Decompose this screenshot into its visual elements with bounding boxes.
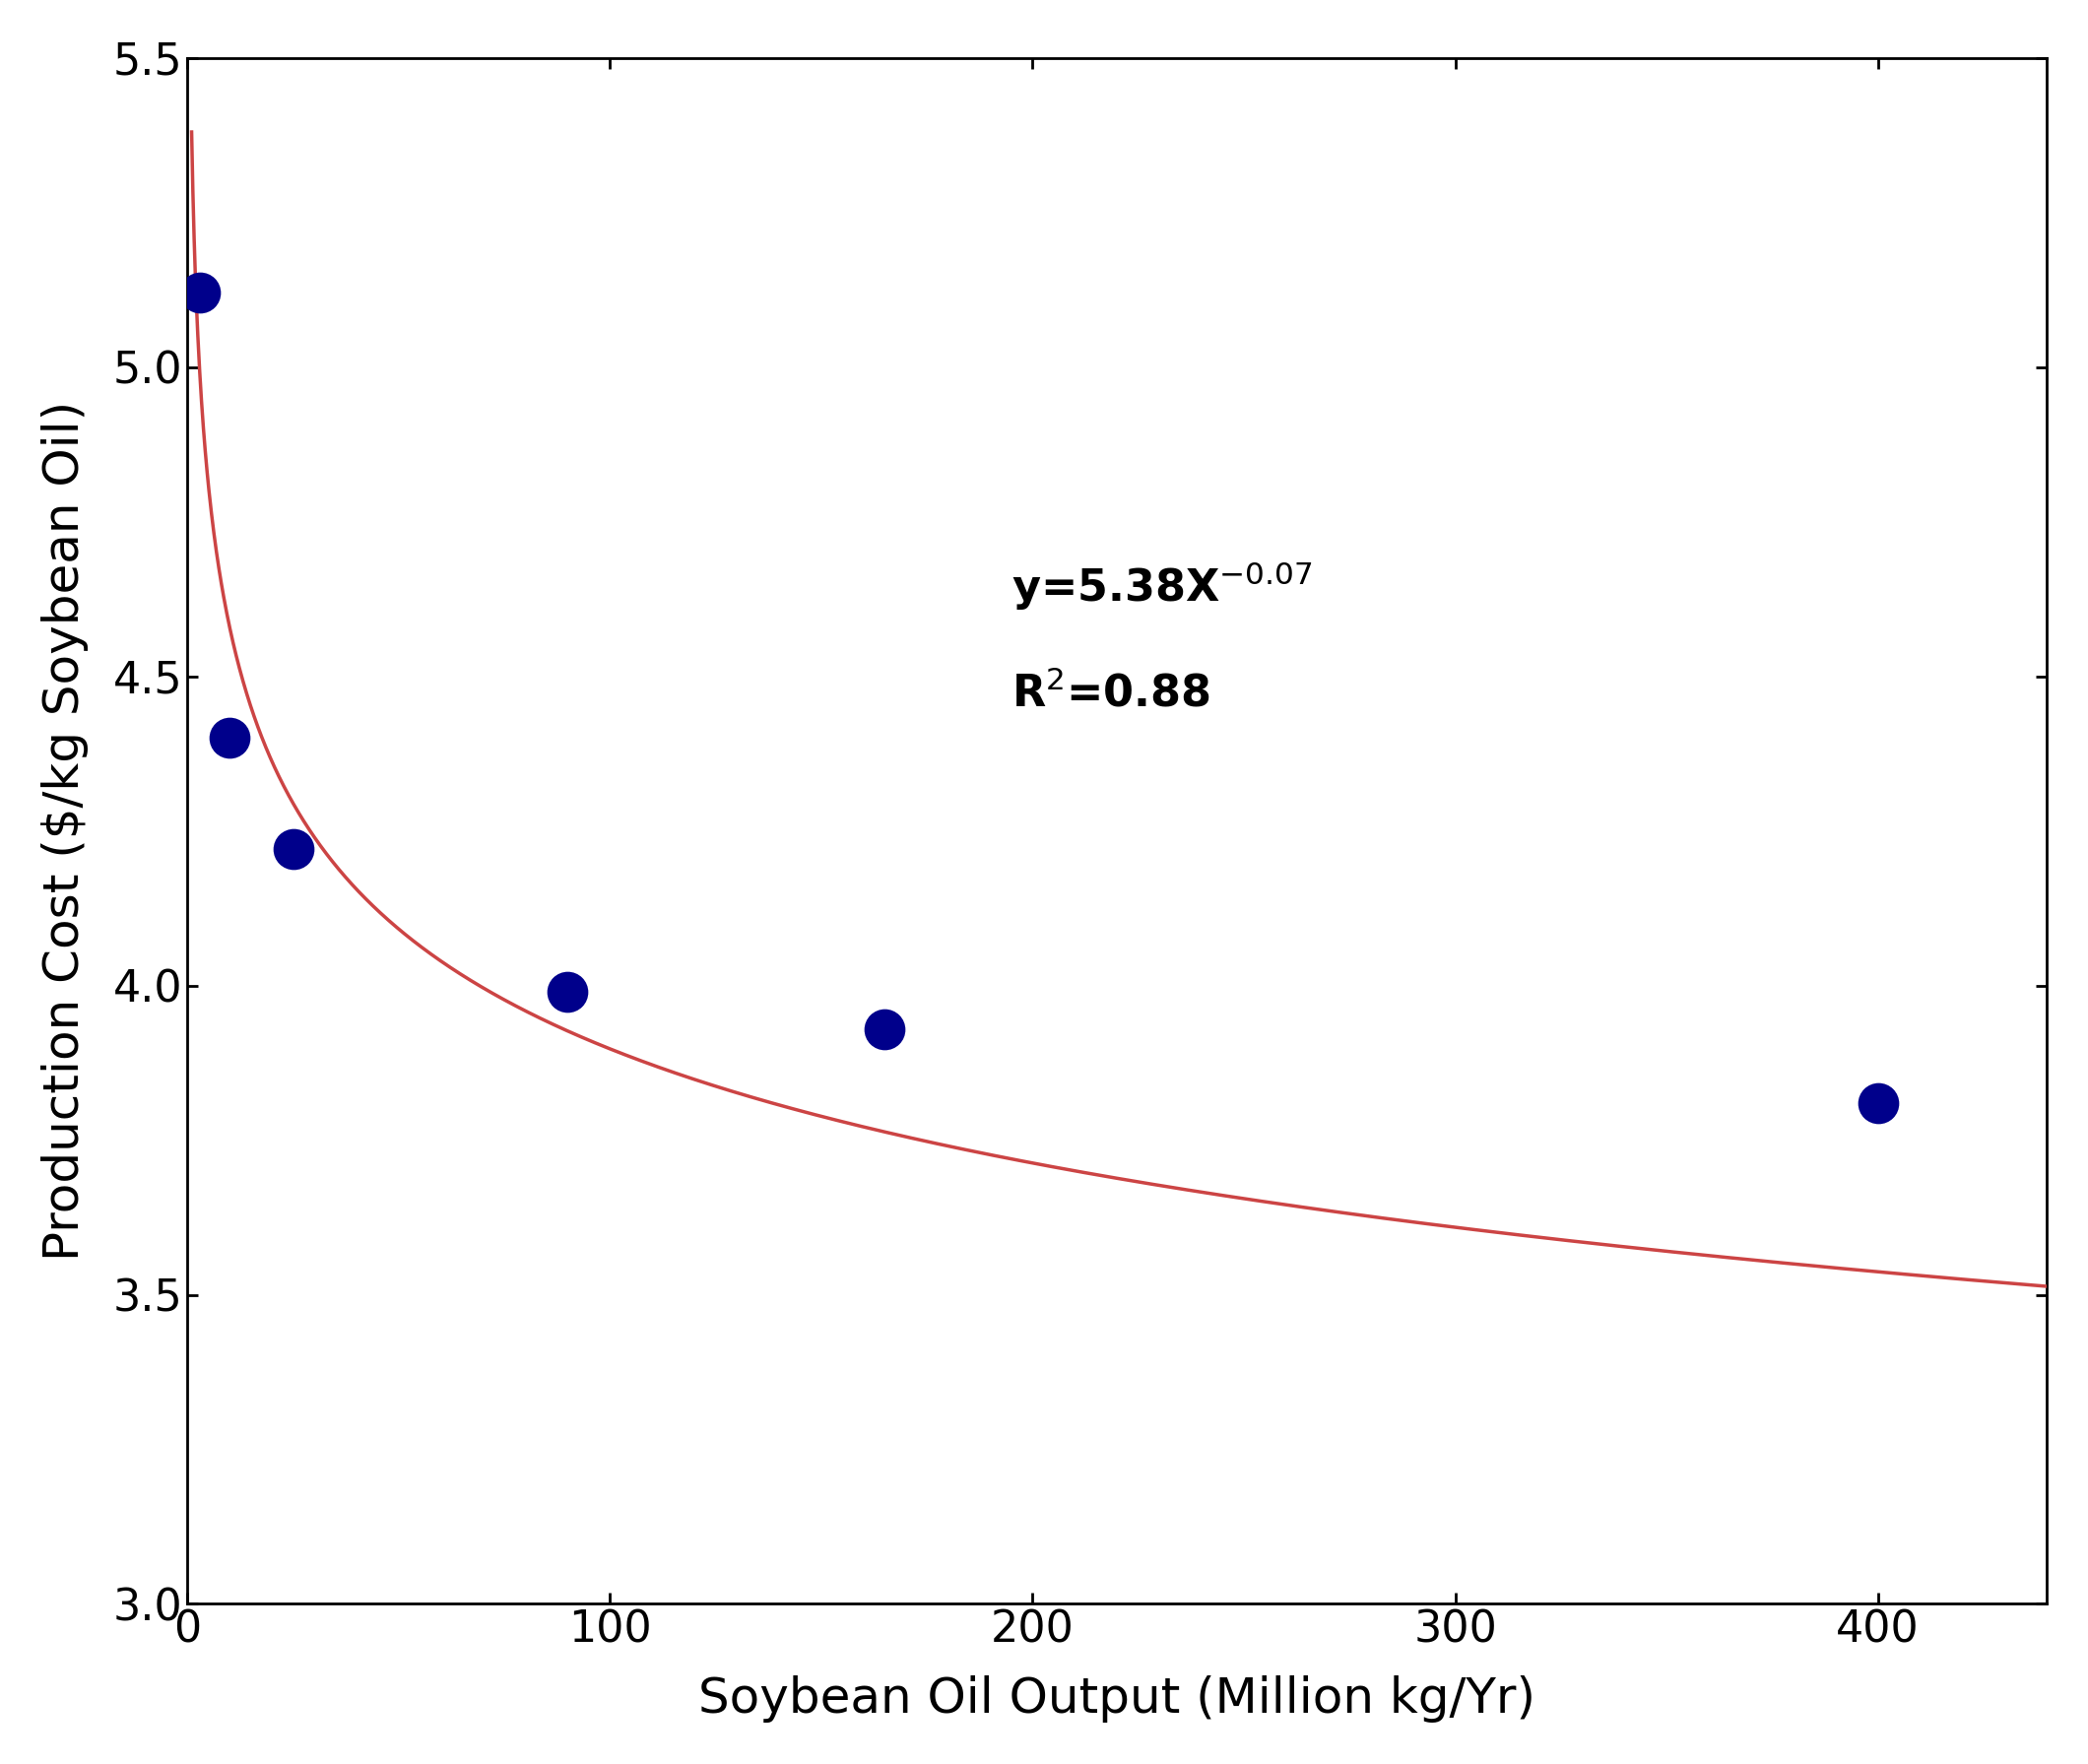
Point [551, 977, 585, 1005]
Point [869, 1014, 902, 1043]
Text: R$^2$=0.88: R$^2$=0.88 [1011, 672, 1209, 716]
Point [184, 279, 217, 307]
X-axis label: Soybean Oil Output (Million kg/Yr): Soybean Oil Output (Million kg/Yr) [699, 1676, 1537, 1723]
Y-axis label: Production Cost ($/kg Soybean Oil): Production Cost ($/kg Soybean Oil) [42, 400, 88, 1261]
Point [276, 836, 309, 864]
Point [1860, 1088, 1894, 1117]
Text: y=5.38X$^{-0.07}$: y=5.38X$^{-0.07}$ [1011, 559, 1313, 612]
Point [213, 723, 246, 751]
